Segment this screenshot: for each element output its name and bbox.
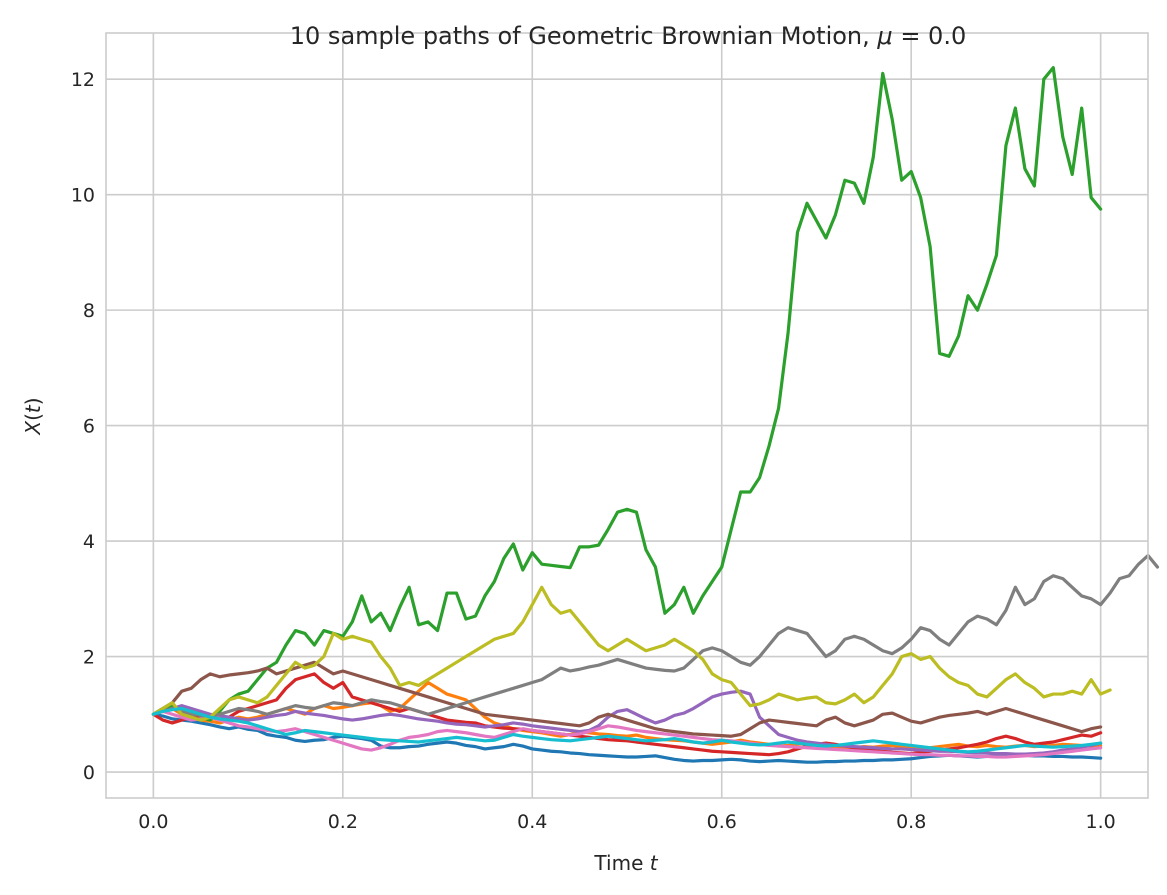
gridlines: [106, 33, 1148, 798]
x-tick-label: 0.2: [328, 811, 358, 833]
y-axis-label-close: ): [21, 397, 45, 405]
y-tick-label: 8: [83, 300, 95, 322]
series-line-10: [151, 706, 1103, 754]
x-tick-label: 1.0: [1086, 811, 1116, 833]
x-axis-label-text: Time: [593, 851, 643, 875]
y-tick-label: 4: [83, 531, 95, 553]
y-axis-label: X(t): [21, 397, 45, 435]
chart-title-prefix: 10 sample paths of Geometric Brownian Mo…: [290, 22, 878, 50]
x-tick-labels: 0.0 0.2 0.4 0.6 0.8 1.0: [138, 811, 1115, 833]
series-line-7: [151, 709, 1103, 759]
y-tick-label: 2: [83, 647, 95, 669]
chart-title-mu-symbol: μ: [876, 22, 892, 50]
x-tick-label: 0.0: [138, 811, 168, 833]
y-tick-label: 12: [71, 69, 95, 91]
y-tick-label: 6: [83, 416, 95, 438]
x-tick-label: 0.4: [517, 811, 547, 833]
plot-frame: [105, 32, 1149, 799]
series-group: [151, 66, 1160, 764]
series-line-9: [151, 585, 1112, 722]
y-axis-label-t: t: [21, 404, 45, 413]
x-tick-label: 0.6: [707, 811, 737, 833]
x-axis-label: Time t: [593, 851, 658, 875]
y-tick-label: 10: [71, 185, 95, 207]
y-axis-label-open: (: [21, 413, 45, 421]
chart-title: 10 sample paths of Geometric Brownian Mo…: [290, 22, 966, 50]
series-line-6: [151, 660, 1103, 738]
chart-title-suffix: = 0.0: [893, 22, 967, 50]
series-line-2: [151, 680, 1103, 751]
y-tick-labels: 0 2 4 6 8 10 12: [71, 69, 95, 784]
x-tick-label: 0.8: [896, 811, 926, 833]
series-line-8: [151, 553, 1160, 719]
y-tick-label: 0: [83, 762, 95, 784]
x-axis-label-var: t: [650, 851, 659, 875]
series-line-3: [151, 66, 1103, 722]
series-line-5: [151, 689, 1103, 756]
y-axis-label-x: X: [21, 420, 45, 436]
